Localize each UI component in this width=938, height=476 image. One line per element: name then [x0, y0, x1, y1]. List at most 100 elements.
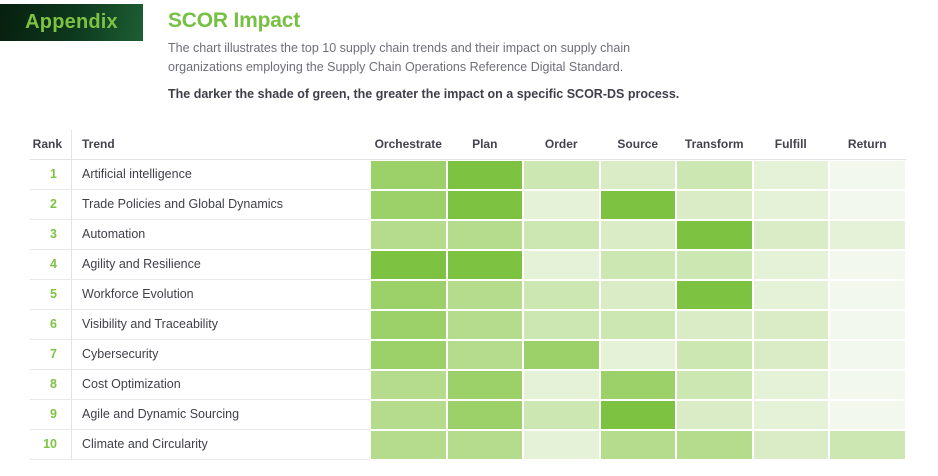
heatmap-cell-transform: [676, 250, 753, 280]
heatmap-cell-source: [599, 340, 676, 370]
column-header-orchestrate: Orchestrate: [374, 137, 442, 151]
heatmap-cell-order: [523, 190, 600, 220]
heatmap-cell-fulfill: [752, 280, 829, 310]
heatmap-cell-order: [523, 310, 600, 340]
legend-note: The darker the shade of green, the great…: [168, 87, 680, 101]
heatmap-cell-plan: [446, 400, 523, 430]
table-row: 2 Trade Policies and Global Dynamics: [30, 190, 906, 220]
trend-label: Agile and Dynamic Sourcing: [72, 400, 370, 430]
rank-value: 2: [30, 190, 72, 220]
heatmap-cell-transform: [676, 220, 753, 250]
table-row: 9 Agile and Dynamic Sourcing: [30, 400, 906, 430]
heatmap-cell-orchestrate: [370, 220, 447, 250]
heatmap-cell-orchestrate: [370, 280, 447, 310]
heatmap-cell-source: [599, 160, 676, 190]
heatmap-cell-transform: [676, 370, 753, 400]
heatmap-cell-fulfill: [752, 430, 829, 460]
heatmap-cell-plan: [446, 160, 523, 190]
heatmap-cell-order: [523, 280, 600, 310]
rank-value: 6: [30, 310, 72, 340]
heatmap-cell-order: [523, 370, 600, 400]
heatmap-cell-fulfill: [752, 370, 829, 400]
page-header: Appendix SCOR Impact The chart illustrat…: [0, 0, 938, 101]
heatmap-cell-fulfill: [752, 250, 829, 280]
trend-label: Climate and Circularity: [72, 430, 370, 460]
heatmap-cell-return: [829, 220, 906, 250]
table-row: 7 Cybersecurity: [30, 340, 906, 370]
heatmap-cell-transform: [676, 310, 753, 340]
heatmap-cell-return: [829, 190, 906, 220]
heatmap-cell-orchestrate: [370, 370, 447, 400]
heatmap-cell-return: [829, 370, 906, 400]
heatmap-cell-plan: [446, 250, 523, 280]
table-row: 8 Cost Optimization: [30, 370, 906, 400]
rank-value: 9: [30, 400, 72, 430]
heatmap-cell-orchestrate: [370, 160, 447, 190]
page-title: SCOR Impact: [168, 9, 300, 32]
heatmap-cell-order: [523, 400, 600, 430]
heatmap-cell-fulfill: [752, 310, 829, 340]
table-row: 5 Workforce Evolution: [30, 280, 906, 310]
rank-value: 10: [30, 430, 72, 460]
table-header-row: Rank Trend Orchestrate Plan Order Source…: [30, 130, 906, 160]
trend-label: Artificial intelligence: [72, 160, 370, 190]
rank-value: 7: [30, 340, 72, 370]
heatmap-cell-orchestrate: [370, 310, 447, 340]
description-line-1: The chart illustrates the top 10 supply …: [168, 41, 631, 55]
rank-value: 3: [30, 220, 72, 250]
heatmap-cell-order: [523, 430, 600, 460]
heatmap-cell-plan: [446, 220, 523, 250]
column-header-fulfill: Fulfill: [774, 137, 807, 151]
heatmap-cell-order: [523, 160, 600, 190]
heatmap-cell-return: [829, 160, 906, 190]
heatmap-cell-plan: [446, 310, 523, 340]
heatmap-cell-plan: [446, 280, 523, 310]
heatmap-cell-plan: [446, 430, 523, 460]
heatmap-cell-transform: [676, 400, 753, 430]
table-row: 4 Agility and Resilience: [30, 250, 906, 280]
rank-value: 8: [30, 370, 72, 400]
table-row: 6 Visibility and Traceability: [30, 310, 906, 340]
trend-label: Trade Policies and Global Dynamics: [72, 190, 370, 220]
heatmap-cell-source: [599, 220, 676, 250]
heatmap-cell-fulfill: [752, 160, 829, 190]
heatmap-cell-plan: [446, 190, 523, 220]
heatmap-cell-order: [523, 250, 600, 280]
heatmap-cell-fulfill: [752, 190, 829, 220]
column-header-order: Order: [544, 137, 578, 151]
column-header-plan: Plan: [472, 137, 498, 151]
heatmap-cell-return: [829, 430, 906, 460]
heatmap-cell-fulfill: [752, 220, 829, 250]
heatmap-cell-transform: [676, 160, 753, 190]
rank-column-header: Rank: [30, 130, 72, 159]
heatmap-cell-return: [829, 340, 906, 370]
trend-label: Agility and Resilience: [72, 250, 370, 280]
heatmap-cell-plan: [446, 370, 523, 400]
heatmap-cell-source: [599, 430, 676, 460]
trend-column-header: Trend: [82, 137, 115, 151]
table-row: 3 Automation: [30, 220, 906, 250]
heatmap-cell-source: [599, 400, 676, 430]
heatmap-cell-return: [829, 280, 906, 310]
column-header-return: Return: [847, 137, 887, 151]
appendix-label: Appendix: [25, 11, 118, 33]
heatmap-cell-transform: [676, 430, 753, 460]
column-header-source: Source: [617, 137, 659, 151]
rank-value: 1: [30, 160, 72, 190]
scor-impact-heatmap: Rank Trend Orchestrate Plan Order Source…: [30, 130, 906, 460]
column-header-transform: Transform: [684, 137, 744, 151]
heatmap-cell-return: [829, 250, 906, 280]
heatmap-cell-transform: [676, 280, 753, 310]
heatmap-cell-order: [523, 220, 600, 250]
heatmap-cell-source: [599, 280, 676, 310]
heatmap-cell-source: [599, 190, 676, 220]
trend-label: Cost Optimization: [72, 370, 370, 400]
trend-label: Workforce Evolution: [72, 280, 370, 310]
heatmap-cell-source: [599, 370, 676, 400]
heatmap-cell-orchestrate: [370, 430, 447, 460]
heatmap-cell-transform: [676, 340, 753, 370]
heatmap-cell-source: [599, 310, 676, 340]
heatmap-cell-orchestrate: [370, 400, 447, 430]
description: The chart illustrates the top 10 supply …: [168, 39, 938, 77]
heatmap-cell-source: [599, 250, 676, 280]
